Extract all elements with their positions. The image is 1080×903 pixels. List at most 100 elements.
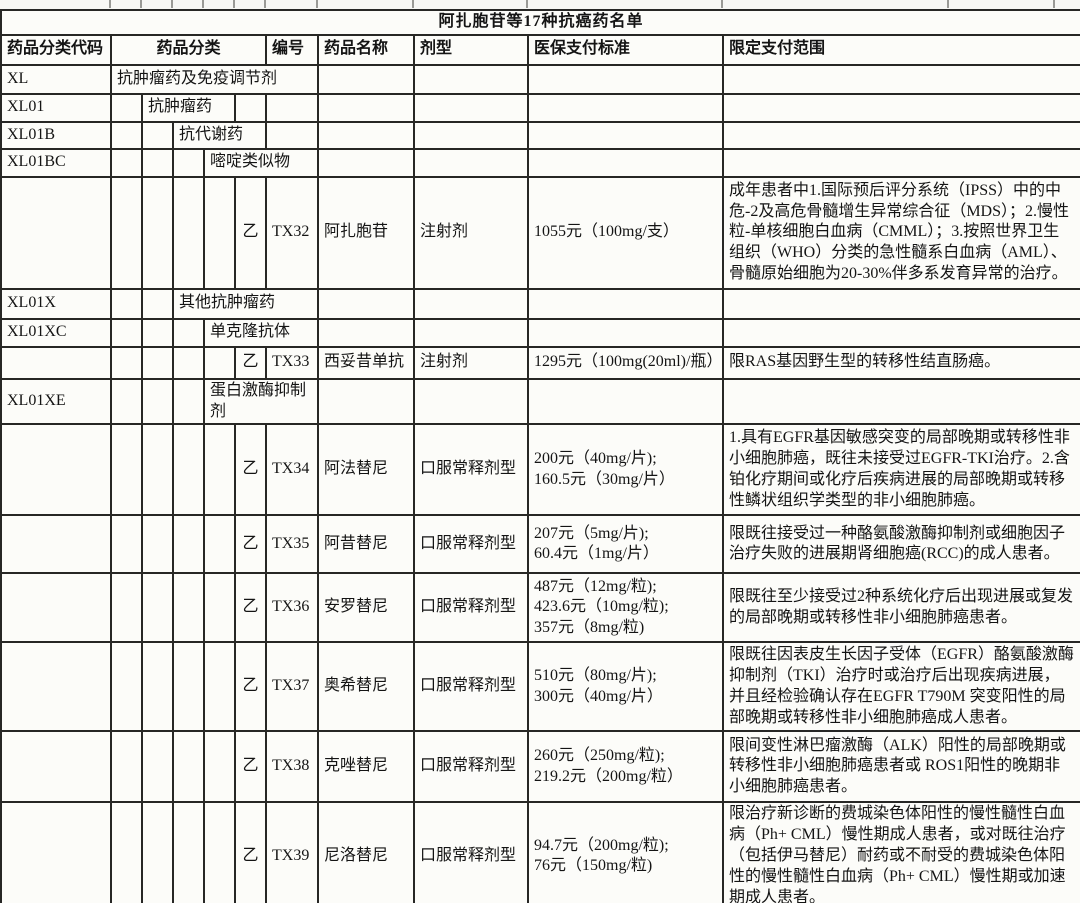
category-row-xl01xe: XL01XE 蛋白激酶抑制剂 <box>0 377 1080 426</box>
indent-cell <box>203 641 236 733</box>
indent-cell <box>172 175 205 290</box>
drug-number: TX36 <box>265 572 319 644</box>
col-header-category: 药品分类 <box>110 33 267 66</box>
drug-number: TX35 <box>265 514 319 575</box>
empty-cell <box>527 120 724 150</box>
dosage-form: 口服常释剂型 <box>413 423 529 517</box>
dosage-form: 口服常释剂型 <box>413 572 529 644</box>
indent-cell <box>172 572 205 644</box>
indent-cell <box>110 730 143 804</box>
indent-cell <box>110 175 143 290</box>
code-cell: XL <box>0 63 112 95</box>
dosage-form: 口服常释剂型 <box>413 730 529 804</box>
code-cell: XL01 <box>0 92 112 123</box>
empty-cell <box>413 120 529 150</box>
empty-cell <box>721 147 1080 178</box>
drug-row-tx35: 乙 TX35 阿昔替尼 口服常释剂型 207元（5mg/片); 60.4元（1m… <box>0 514 1080 575</box>
indent-cell <box>203 730 236 804</box>
indent-cell <box>110 287 143 320</box>
drug-name: 阿昔替尼 <box>317 514 415 575</box>
category-label: 蛋白激酶抑制剂 <box>203 377 319 426</box>
col-header-form: 剂型 <box>413 33 529 66</box>
pay-class-cell: 乙 <box>234 730 267 804</box>
drug-row-tx36: 乙 TX36 安罗替尼 口服常释剂型 487元（12mg/粒); 423.6元（… <box>0 572 1080 644</box>
indent-cell <box>141 120 174 150</box>
indent-cell <box>172 147 205 178</box>
drug-row-tx38: 乙 TX38 克唑替尼 口服常释剂型 260元（250mg/粒); 219.2元… <box>0 730 1080 804</box>
indent-cell <box>141 730 174 804</box>
empty-cell <box>0 641 112 733</box>
empty-cell <box>413 377 529 426</box>
category-label: 抗肿瘤药 <box>141 92 236 123</box>
indent-cell <box>141 423 174 517</box>
price-cell: 200元（40mg/片); 160.5元（30mg/片） <box>527 423 724 517</box>
price-cell: 487元（12mg/粒); 423.6元（10mg/粒); 357元（8mg/粒… <box>527 572 724 644</box>
scope-cell: 限间变性淋巴瘤激酶（ALK）阳性的局部晚期或转移性非小细胞肺癌患者或 ROS1阳… <box>721 730 1080 804</box>
price-cell: 207元（5mg/片); 60.4元（1mg/片） <box>527 514 724 575</box>
drug-number: TX32 <box>265 175 319 290</box>
empty-cell <box>721 63 1080 95</box>
indent-cell <box>203 572 236 644</box>
category-row-xl: XL 抗肿瘤药及免疫调节剂 <box>0 63 1080 95</box>
empty-cell <box>413 287 529 320</box>
empty-cell <box>317 377 415 426</box>
category-row-xl01b: XL01B 抗代谢药 <box>0 120 1080 150</box>
drug-number: TX39 <box>265 801 319 903</box>
indent-cell <box>141 801 174 903</box>
indent-cell <box>203 514 236 575</box>
indent-cell <box>141 377 174 426</box>
empty-cell <box>527 317 724 348</box>
pay-class-cell: 乙 <box>234 175 267 290</box>
header-row: 药品分类代码 药品分类 编号 药品名称 剂型 医保支付标准 限定支付范围 <box>0 33 1080 66</box>
drug-number: TX37 <box>265 641 319 733</box>
empty-cell <box>265 92 319 123</box>
drug-row-tx33: 乙 TX33 西妥昔单抗 注射剂 1295元（100mg(20ml)/瓶） 限R… <box>0 345 1080 380</box>
price-cell: 1295元（100mg(20ml)/瓶） <box>527 345 724 380</box>
indent-cell <box>110 120 143 150</box>
indent-cell <box>172 641 205 733</box>
indent-cell <box>141 175 174 290</box>
drug-name: 西妥昔单抗 <box>317 345 415 380</box>
indent-cell <box>141 641 174 733</box>
drug-name: 安罗替尼 <box>317 572 415 644</box>
col-header-code: 药品分类代码 <box>0 33 112 66</box>
indent-cell <box>203 801 236 903</box>
category-row-xl01: XL01 抗肿瘤药 <box>0 92 1080 123</box>
empty-cell <box>317 120 415 150</box>
indent-cell <box>141 572 174 644</box>
drug-row-tx32: 乙 TX32 阿扎胞苷 注射剂 1055元（100mg/支） 成年患者中1.国际… <box>0 175 1080 290</box>
indent-cell <box>141 147 174 178</box>
indent-cell <box>110 641 143 733</box>
scope-cell: 限既往接受过一种酪氨酸激酶抑制剂或细胞因子治疗失败的进展期肾细胞癌(RCC)的成… <box>721 514 1080 575</box>
empty-cell <box>0 423 112 517</box>
indent-cell <box>203 423 236 517</box>
empty-cell <box>0 572 112 644</box>
empty-cell <box>0 514 112 575</box>
indent-cell <box>110 377 143 426</box>
empty-cell <box>317 317 415 348</box>
indent-cell <box>110 423 143 517</box>
drug-name: 阿法替尼 <box>317 423 415 517</box>
drug-number: TX38 <box>265 730 319 804</box>
drug-number: TX34 <box>265 423 319 517</box>
scope-cell: 限RAS基因野生型的转移性结直肠癌。 <box>721 345 1080 380</box>
empty-cell <box>721 377 1080 426</box>
drug-list-table: 阿扎胞苷等17种抗癌药名单 药品分类代码 药品分类 编号 药品名称 剂型 医保支… <box>0 9 1080 903</box>
col-header-price: 医保支付标准 <box>527 33 724 66</box>
code-cell: XL01BC <box>0 147 112 178</box>
code-cell: XL01X <box>0 287 112 320</box>
indent-cell <box>141 514 174 575</box>
empty-cell <box>527 92 724 123</box>
category-label: 嘧啶类似物 <box>203 147 319 178</box>
empty-cell <box>527 287 724 320</box>
price-cell: 260元（250mg/粒); 219.2元（200mg/粒） <box>527 730 724 804</box>
drug-row-tx34: 乙 TX34 阿法替尼 口服常释剂型 200元（40mg/片); 160.5元（… <box>0 423 1080 517</box>
empty-cell <box>721 120 1080 150</box>
drug-row-tx37: 乙 TX37 奥希替尼 口服常释剂型 510元（80mg/片); 300元（40… <box>0 641 1080 733</box>
empty-cell <box>317 92 415 123</box>
indent-cell <box>172 514 205 575</box>
indent-cell <box>172 317 205 348</box>
col-header-scope: 限定支付范围 <box>721 33 1080 66</box>
scope-cell: 成年患者中1.国际预后评分系统（IPSS）中的中危-2及高危骨髓增生异常综合征（… <box>721 175 1080 290</box>
